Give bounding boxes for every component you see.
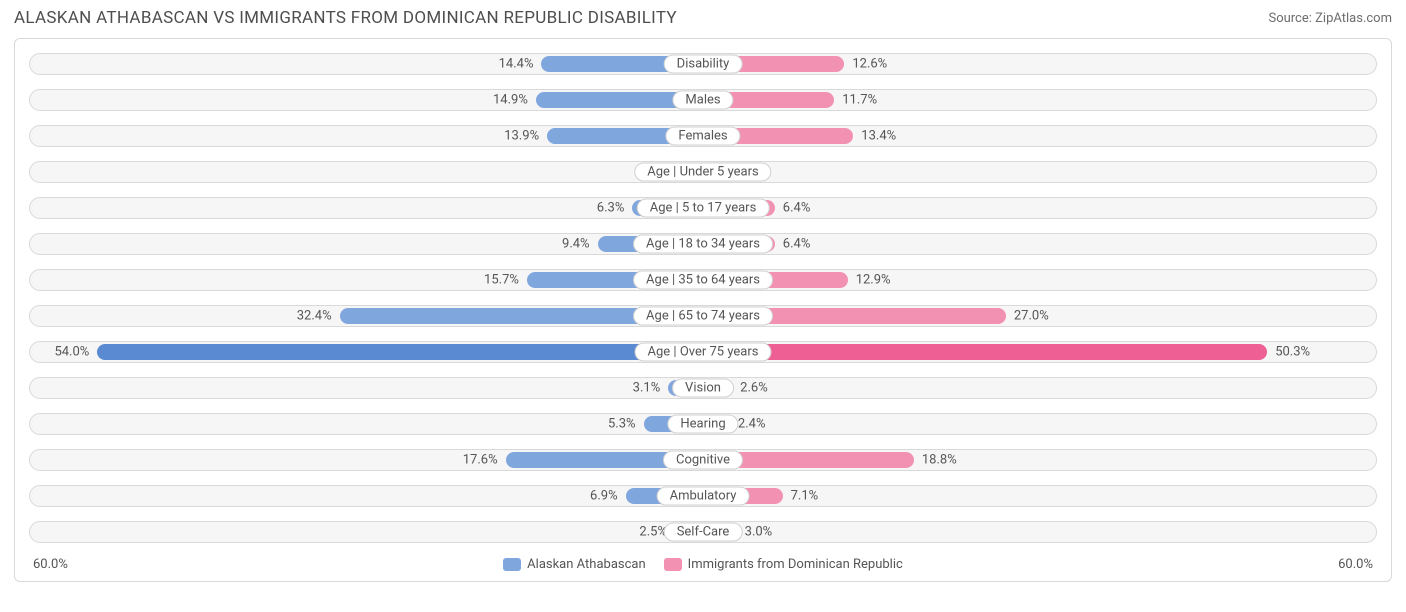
value-left: 6.3% [597, 201, 625, 216]
category-label: Self-Care [664, 523, 743, 542]
row-track: 6.3% 6.4% Age | 5 to 17 years [29, 197, 1377, 219]
value-left: 3.1% [633, 381, 661, 396]
row-track: 14.4% 12.6% Disability [29, 53, 1377, 75]
data-row: 9.4% 6.4% Age | 18 to 34 years [29, 229, 1377, 259]
scale-right-label: 60.0% [1338, 557, 1373, 572]
category-label: Age | 35 to 64 years [633, 271, 773, 290]
value-left: 15.7% [484, 273, 519, 288]
value-right: 13.4% [861, 129, 896, 144]
value-left: 13.9% [504, 129, 539, 144]
category-label: Vision [672, 379, 734, 398]
value-right: 2.4% [738, 417, 766, 432]
value-right: 18.8% [922, 453, 957, 468]
category-label: Age | Over 75 years [635, 343, 772, 362]
chart-rows: 14.4% 12.6% Disability 14.9% 11.7% Males 13.9%… [29, 49, 1377, 547]
value-right: 11.7% [842, 93, 877, 108]
value-right: 27.0% [1014, 309, 1049, 324]
chart-source: Source: ZipAtlas.com [1268, 11, 1392, 26]
row-track: 15.7% 12.9% Age | 35 to 64 years [29, 269, 1377, 291]
category-label: Ambulatory [657, 487, 750, 506]
data-row: 17.6% 18.8% Cognitive [29, 445, 1377, 475]
value-right: 50.3% [1275, 345, 1310, 360]
row-track: 32.4% 27.0% Age | 65 to 74 years [29, 305, 1377, 327]
value-left: 5.3% [608, 417, 636, 432]
value-right: 7.1% [791, 489, 819, 504]
category-label: Females [665, 127, 740, 146]
data-row: 1.5%1.1%Age | Under 5 years [29, 157, 1377, 187]
value-left: 32.4% [297, 309, 332, 324]
data-row: 13.9% 13.4% Females [29, 121, 1377, 151]
legend-item-left: Alaskan Athabascan [503, 557, 645, 572]
data-row: 2.5%3.0%Self-Care [29, 517, 1377, 547]
data-row: 14.9% 11.7% Males [29, 85, 1377, 115]
data-row: 14.4% 12.6% Disability [29, 49, 1377, 79]
category-label: Cognitive [663, 451, 743, 470]
value-left: 54.0% [54, 345, 89, 360]
row-track: 6.9% 7.1% Ambulatory [29, 485, 1377, 507]
category-label: Age | 65 to 74 years [633, 307, 773, 326]
value-right: 6.4% [783, 201, 811, 216]
bar-right [703, 344, 1267, 360]
legend-swatch-left [503, 558, 521, 571]
data-row: 6.9% 7.1% Ambulatory [29, 481, 1377, 511]
category-label: Males [672, 91, 733, 110]
value-left: 14.4% [499, 57, 534, 72]
row-track: 2.5%3.0%Self-Care [29, 521, 1377, 543]
chart-header: ALASKAN ATHABASCAN VS IMMIGRANTS FROM DO… [14, 8, 1392, 28]
row-track: 1.5%1.1%Age | Under 5 years [29, 161, 1377, 183]
value-right: 2.6% [740, 381, 768, 396]
value-right: 12.6% [852, 57, 887, 72]
legend-item-right: Immigrants from Dominican Republic [664, 557, 903, 572]
chart-title: ALASKAN ATHABASCAN VS IMMIGRANTS FROM DO… [14, 8, 677, 28]
bar-left [97, 344, 703, 360]
data-row: 54.0% 50.3% Age | Over 75 years [29, 337, 1377, 367]
data-row: 15.7% 12.9% Age | 35 to 64 years [29, 265, 1377, 295]
value-left: 9.4% [562, 237, 590, 252]
category-label: Disability [664, 55, 743, 74]
row-track: 14.9% 11.7% Males [29, 89, 1377, 111]
value-right: 3.0% [745, 525, 773, 540]
category-label: Age | 18 to 34 years [633, 235, 773, 254]
chart-footer: 60.0% Alaskan Athabascan Immigrants from… [29, 553, 1377, 575]
category-label: Age | Under 5 years [634, 163, 771, 182]
data-row: 5.3% 2.4%Hearing [29, 409, 1377, 439]
category-label: Hearing [667, 415, 738, 434]
value-right: 12.9% [856, 273, 891, 288]
scale-left-label: 60.0% [33, 557, 68, 572]
row-track: 54.0% 50.3% Age | Over 75 years [29, 341, 1377, 363]
row-track: 9.4% 6.4% Age | 18 to 34 years [29, 233, 1377, 255]
value-left: 6.9% [590, 489, 618, 504]
row-track: 3.1% 2.6% Vision [29, 377, 1377, 399]
value-left: 17.6% [463, 453, 498, 468]
value-left: 14.9% [493, 93, 528, 108]
row-track: 13.9% 13.4% Females [29, 125, 1377, 147]
data-row: 3.1% 2.6% Vision [29, 373, 1377, 403]
value-right: 6.4% [783, 237, 811, 252]
legend-label-right: Immigrants from Dominican Republic [688, 557, 903, 572]
data-row: 32.4% 27.0% Age | 65 to 74 years [29, 301, 1377, 331]
legend: Alaskan Athabascan Immigrants from Domin… [503, 557, 903, 572]
legend-swatch-right [664, 558, 682, 571]
category-label: Age | 5 to 17 years [637, 199, 770, 218]
legend-label-left: Alaskan Athabascan [527, 557, 645, 572]
row-track: 5.3% 2.4%Hearing [29, 413, 1377, 435]
data-row: 6.3% 6.4% Age | 5 to 17 years [29, 193, 1377, 223]
chart-container: 14.4% 12.6% Disability 14.9% 11.7% Males 13.9%… [14, 38, 1392, 582]
row-track: 17.6% 18.8% Cognitive [29, 449, 1377, 471]
